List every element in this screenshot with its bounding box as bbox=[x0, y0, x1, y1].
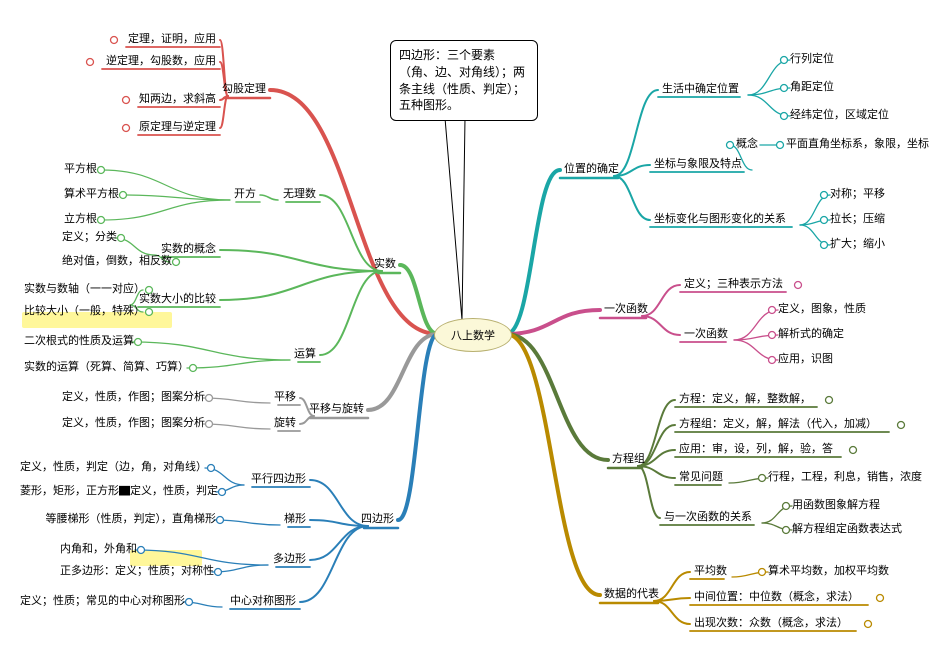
leaf-shishu[interactable]: 二次根式的性质及运算 bbox=[24, 335, 134, 348]
leaf-sibian[interactable]: 菱形，矩形，正方形▇定义，性质，判定 bbox=[20, 485, 218, 498]
leaf-weizhi[interactable]: 经纬定位，区域定位 bbox=[790, 109, 889, 122]
leaf-pingyi[interactable]: 定义，性质，作图；图案分析 bbox=[62, 417, 205, 430]
node-shishu[interactable]: 实数大小的比较 bbox=[139, 293, 216, 306]
branch-shishu[interactable]: 实数 bbox=[374, 258, 396, 271]
leaf-yici[interactable]: 定义，图象，性质 bbox=[778, 303, 866, 316]
leaf-yici[interactable]: 解析式的确定 bbox=[778, 328, 844, 341]
branch-shuju[interactable]: 数据的代表 bbox=[604, 588, 659, 601]
node-sibian[interactable]: 多边形 bbox=[273, 553, 306, 566]
node-yici[interactable]: 一次函数 bbox=[684, 328, 728, 341]
node-shuju[interactable]: 出现次数：众数（概念，求法） bbox=[694, 617, 848, 630]
leaf-yici[interactable]: 应用，识图 bbox=[778, 353, 833, 366]
leaf-fangcheng[interactable]: 用函数图象解方程 bbox=[792, 499, 880, 512]
node-fangcheng[interactable]: 与一次函数的关系 bbox=[664, 511, 752, 524]
leaf-weizhi[interactable]: 拉长；压缩 bbox=[830, 213, 885, 226]
node-shishu[interactable]: 开方 bbox=[234, 188, 256, 201]
branch-goushi[interactable]: 勾股定理 bbox=[222, 83, 266, 96]
leaf-sibian[interactable]: 正多边形：定义；性质；对称性 bbox=[60, 565, 214, 578]
node-goushi[interactable]: 逆定理，勾股数，应用 bbox=[106, 55, 216, 68]
node-yici[interactable]: 定义；三种表示方法 bbox=[684, 278, 783, 291]
leaf-shishu[interactable]: 实数与数轴（一一对应） bbox=[24, 283, 145, 296]
leaf-weizhi[interactable]: 行列定位 bbox=[790, 53, 834, 66]
leaf-sibian[interactable]: 定义；性质；常见的中心对称图形 bbox=[20, 595, 185, 608]
node-fangcheng[interactable]: 常见问题 bbox=[679, 471, 723, 484]
node-shuju[interactable]: 平均数 bbox=[694, 565, 727, 578]
leaf-weizhi[interactable]: 扩大；缩小 bbox=[830, 238, 885, 251]
node-sibian[interactable]: 梯形 bbox=[284, 513, 306, 526]
node-sibian[interactable]: 平行四边形 bbox=[251, 473, 306, 486]
note-text: 四边形：三个要素（角、边、对角线）；两条主线（性质、判定）；五种图形。 bbox=[399, 48, 525, 112]
node-goushi[interactable]: 原定理与逆定理 bbox=[139, 121, 216, 134]
node-fangcheng[interactable]: 应用：审，设，列，解，验，答 bbox=[679, 443, 833, 456]
leaf-shishu[interactable]: 比较大小（一般，特殊） bbox=[24, 305, 145, 318]
node-pingyi[interactable]: 平移 bbox=[274, 391, 296, 404]
leaf-weizhi[interactable]: 角距定位 bbox=[790, 81, 834, 94]
branch-pingyi[interactable]: 平移与旋转 bbox=[309, 403, 364, 416]
center-node[interactable]: 八上数学 bbox=[434, 318, 512, 352]
leaf-shishu[interactable]: 平方根 bbox=[64, 163, 97, 176]
branch-fangcheng[interactable]: 方程组 bbox=[612, 453, 645, 466]
node-shuju[interactable]: 中间位置：中位数（概念，求法） bbox=[694, 591, 859, 604]
leaf-pingyi[interactable]: 定义，性质，作图；图案分析 bbox=[62, 391, 205, 404]
leaf-shishu[interactable]: 实数的运算（死算、简算、巧算） bbox=[24, 361, 189, 374]
leaf-fangcheng[interactable]: 解方程组定函数表达式 bbox=[792, 523, 902, 536]
leaf-fangcheng[interactable]: 行程，工程，利息，销售，浓度 bbox=[768, 471, 922, 484]
leaf-shishu[interactable]: 绝对值，倒数，相反数 bbox=[62, 255, 172, 268]
leaf-shishu[interactable]: 立方根 bbox=[64, 213, 97, 226]
node-fangcheng[interactable]: 方程组：定义，解，解法（代入，加减） bbox=[679, 418, 877, 431]
leaf-sibian[interactable]: 等腰梯形（性质，判定），直角梯形 bbox=[46, 513, 217, 526]
leaf-shishu[interactable]: 算术平方根 bbox=[64, 188, 119, 201]
node-pingyi[interactable]: 旋转 bbox=[274, 417, 296, 430]
leaf-weizhi[interactable]: 平面直角坐标系，象限，坐标 bbox=[786, 138, 929, 151]
leaf-sibian[interactable]: 内角和，外角和 bbox=[60, 543, 137, 556]
leaf-weizhi[interactable]: 概念 bbox=[736, 138, 758, 151]
node-weizhi[interactable]: 生活中确定位置 bbox=[662, 83, 739, 96]
node-shishu[interactable]: 无理数 bbox=[283, 188, 316, 201]
node-weizhi[interactable]: 坐标变化与图形变化的关系 bbox=[654, 213, 786, 226]
center-label: 八上数学 bbox=[451, 327, 495, 343]
branch-yici[interactable]: 一次函数 bbox=[604, 303, 648, 316]
leaf-weizhi[interactable]: 对称；平移 bbox=[830, 188, 885, 201]
note-box: 四边形：三个要素（角、边、对角线）；两条主线（性质、判定）；五种图形。 bbox=[390, 40, 538, 121]
node-goushi[interactable]: 知两边，求斜高 bbox=[139, 93, 216, 106]
node-fangcheng[interactable]: 方程：定义，解，整数解， bbox=[679, 393, 811, 406]
node-sibian[interactable]: 中心对称图形 bbox=[230, 595, 296, 608]
branch-sibian[interactable]: 四边形 bbox=[361, 513, 394, 526]
leaf-shuju[interactable]: 算术平均数，加权平均数 bbox=[768, 565, 889, 578]
leaf-sibian[interactable]: 定义，性质，判定（边，角，对角线） bbox=[20, 461, 207, 474]
node-shishu[interactable]: 运算 bbox=[294, 348, 316, 361]
node-goushi[interactable]: 定理，证明，应用 bbox=[128, 33, 216, 46]
branch-weizhi[interactable]: 位置的确定 bbox=[564, 163, 619, 176]
node-weizhi[interactable]: 坐标与象限及特点 bbox=[654, 158, 742, 171]
leaf-shishu[interactable]: 定义；分类 bbox=[62, 231, 117, 244]
